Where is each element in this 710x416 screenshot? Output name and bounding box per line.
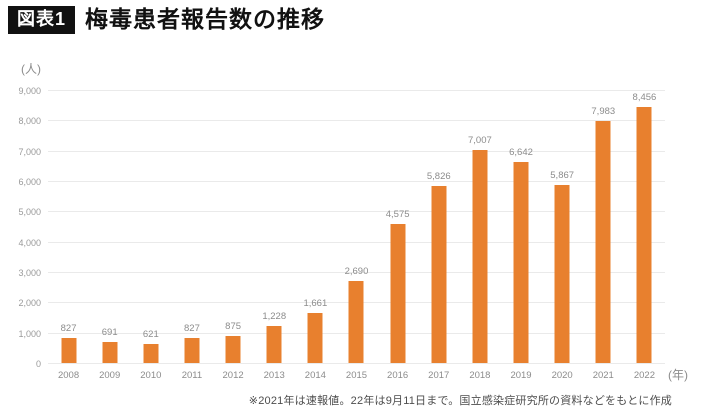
gridline: 5,000 — [18, 207, 665, 217]
bar-slot-2013: 1,228 2013 — [254, 90, 295, 381]
bar-slot-2016: 4,575 2016 — [377, 90, 418, 381]
x-tick-label: 2009 — [99, 370, 121, 381]
bar-slot-2021: 7,983 2021 — [583, 90, 624, 381]
y-tick-label: 3,000 — [18, 268, 41, 278]
bar-value-label: 4,575 — [385, 209, 410, 221]
x-tick-label: 2014 — [304, 370, 326, 381]
x-tick-label: 2013 — [263, 370, 285, 381]
gridline: 9,000 — [18, 86, 665, 96]
x-tick-label: 2017 — [428, 370, 450, 381]
y-tick-label: 5,000 — [18, 207, 41, 218]
bar-value-label: 5,867 — [550, 170, 575, 182]
bar-value-label: 875 — [225, 321, 242, 333]
x-tick-label: 2015 — [345, 370, 368, 381]
x-tick-label: 2010 — [140, 370, 162, 381]
bar-value-label: 1,661 — [303, 297, 328, 309]
bar-2012 — [225, 336, 241, 363]
bar-2014 — [307, 312, 323, 363]
figure-header: 図表1 梅毒患者報告数の推移 — [8, 6, 325, 34]
bar-slot-2020: 5,867 2020 — [542, 90, 583, 381]
x-tick-label: 2021 — [592, 370, 614, 381]
bar-2015 — [348, 281, 364, 363]
x-tick-label: 2011 — [181, 370, 203, 381]
bar-slot-2011: 827 2011 — [171, 90, 212, 381]
bar-2016 — [390, 224, 406, 363]
bar-slot-2010: 621 2010 — [130, 90, 171, 381]
bar-value-label: 7,007 — [468, 135, 492, 147]
bar-slot-2008: 827 2008 — [48, 90, 89, 381]
gridline: 3,000 — [18, 268, 665, 278]
x-tick-label: 2012 — [222, 370, 244, 381]
x-tick-label: 2022 — [633, 370, 655, 381]
bar-chart-plot-area: 9,000 8,000 7,000 6,000 5,000 4,000 3,000 2,000… — [18, 86, 665, 381]
bar-value-label: 621 — [142, 329, 159, 341]
gridline: 0 — [36, 359, 665, 369]
y-tick-label: 9,000 — [18, 86, 41, 96]
bar-slot-2014: 1,661 2014 — [295, 90, 336, 381]
gridline: 7,000 — [18, 147, 665, 157]
x-tick-label: 2008 — [57, 370, 80, 381]
bar-value-label: 5,826 — [426, 171, 451, 183]
figure-number-badge: 図表1 — [8, 6, 76, 34]
y-tick-label: 2,000 — [18, 298, 41, 309]
x-tick-label: 2019 — [510, 370, 532, 381]
y-tick-label: 1,000 — [18, 328, 41, 339]
gridline: 8,000 — [18, 116, 665, 126]
bar-value-label: 691 — [101, 327, 118, 339]
y-axis-unit-label: (人) — [21, 62, 41, 76]
x-axis-unit-label: (年) — [668, 368, 688, 382]
bar-slot-2019: 6,642 2019 — [500, 90, 541, 381]
bar-slot-2018: 7,007 2018 — [459, 90, 500, 381]
bar-2011 — [184, 337, 200, 363]
x-tick-label: 2020 — [551, 370, 573, 381]
bar-2022 — [636, 106, 652, 363]
bar-2010 — [143, 344, 159, 363]
bar-value-label: 2,690 — [344, 266, 369, 278]
y-tick-label: 0 — [35, 359, 41, 369]
y-tick-label: 4,000 — [18, 237, 41, 248]
bar-2009 — [102, 342, 118, 363]
page-title: 梅毒患者報告数の推移 — [85, 6, 326, 33]
bar-value-label: 8,456 — [632, 91, 657, 103]
gridline: 6,000 — [18, 177, 665, 187]
bar-slot-2009: 691 2009 — [89, 90, 130, 381]
bar-2017 — [431, 186, 447, 363]
bar-2020 — [554, 185, 570, 363]
y-tick-label: 8,000 — [18, 116, 41, 127]
gridline: 4,000 — [18, 238, 665, 248]
bar-2019 — [513, 161, 529, 363]
bar-2021 — [595, 120, 611, 363]
bar-value-label: 7,983 — [591, 105, 616, 117]
x-tick-label: 2018 — [469, 370, 491, 381]
bar-2013 — [266, 325, 282, 363]
source-note: ※2021年は速報値。22年は9月11日まで。国立感染症研究所の資料などをもとに… — [248, 395, 672, 407]
bar-slot-2017: 5,826 2017 — [418, 90, 459, 381]
bar-value-label: 827 — [60, 322, 77, 334]
y-tick-label: 6,000 — [18, 177, 41, 187]
bar-2008 — [61, 337, 77, 363]
bar-value-label: 6,642 — [509, 146, 533, 158]
y-tick-label: 7,000 — [18, 146, 41, 157]
bar-value-label: 1,228 — [262, 310, 287, 322]
bar-slot-2015: 2,690 2015 — [336, 90, 377, 381]
bar-value-label: 827 — [184, 322, 200, 334]
bar-slot-2022: 8,456 2022 — [624, 90, 665, 381]
bar-slot-2012: 875 2012 — [213, 90, 254, 381]
x-tick-label: 2016 — [387, 370, 409, 381]
bar-2018 — [472, 150, 488, 363]
